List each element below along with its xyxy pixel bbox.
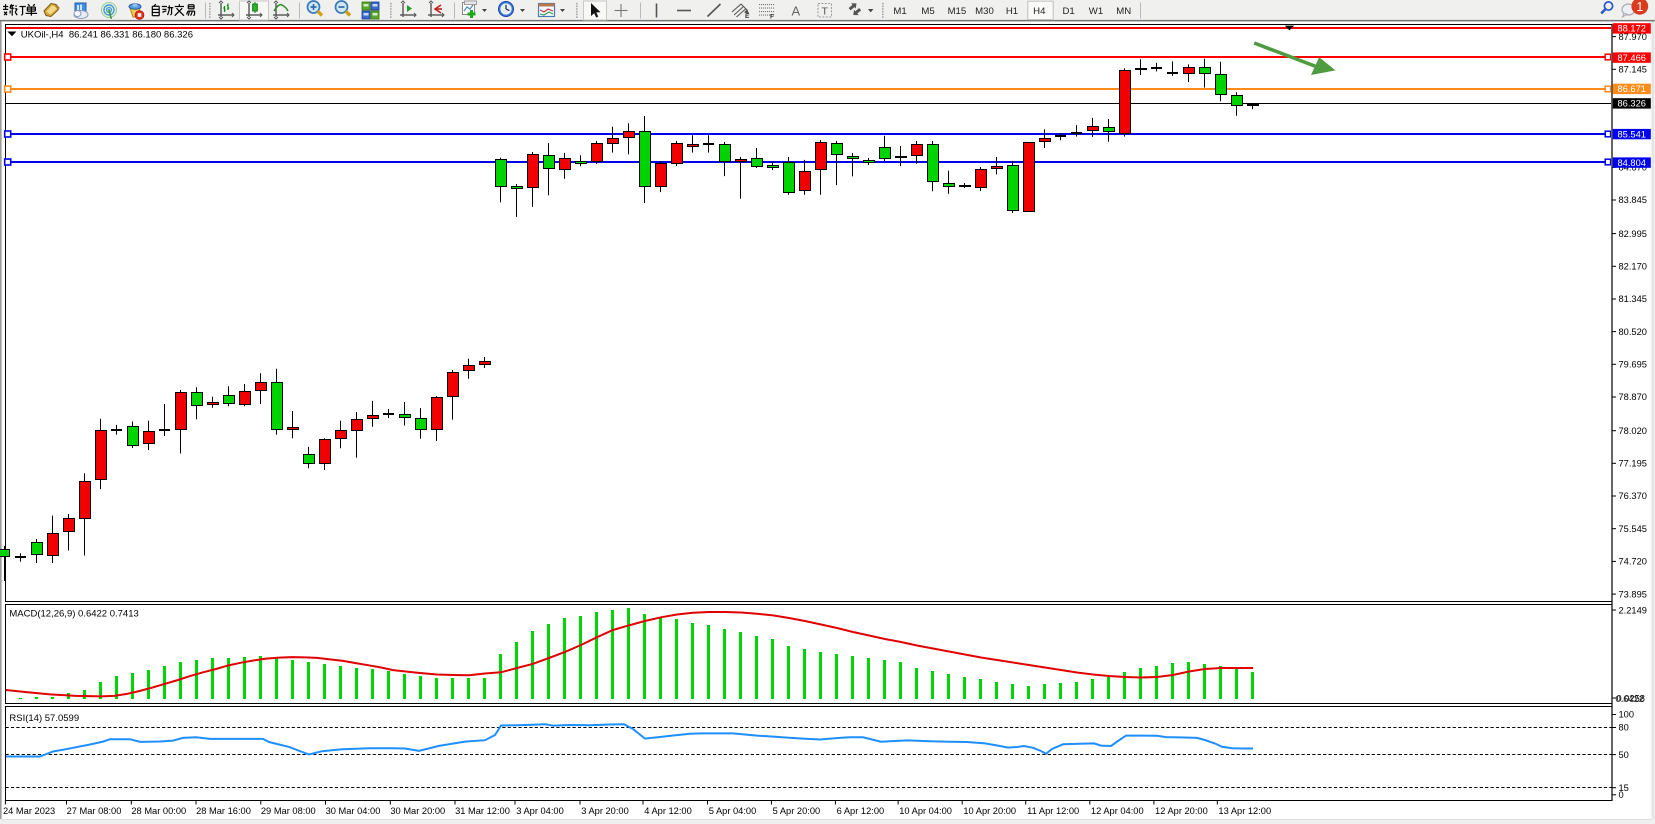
svg-text:77.195: 77.195 — [1619, 459, 1647, 469]
svg-text:24 Mar 2023: 24 Mar 2023 — [3, 806, 55, 816]
svg-text:82.995: 82.995 — [1619, 229, 1647, 239]
svg-text:28 Mar 16:00: 28 Mar 16:00 — [196, 806, 251, 816]
svg-text:31 Mar 12:00: 31 Mar 12:00 — [455, 806, 510, 816]
svg-text:86.671: 86.671 — [1618, 84, 1646, 94]
svg-text:10 Apr 04:00: 10 Apr 04:00 — [899, 806, 952, 816]
svg-text:85.541: 85.541 — [1618, 129, 1646, 139]
svg-text:84.804: 84.804 — [1618, 158, 1646, 168]
svg-text:1: 1 — [1636, 0, 1643, 14]
svg-text:75.545: 75.545 — [1619, 524, 1647, 534]
svg-text:6 Apr 12:00: 6 Apr 12:00 — [837, 806, 885, 816]
svg-text:5 Apr 04:00: 5 Apr 04:00 — [709, 806, 757, 816]
svg-text:79.695: 79.695 — [1619, 360, 1647, 370]
svg-text:27 Mar 08:00: 27 Mar 08:00 — [67, 806, 122, 816]
svg-text:A: A — [792, 4, 801, 19]
svg-text:MN: MN — [1116, 6, 1131, 17]
svg-text:76.370: 76.370 — [1619, 491, 1647, 501]
svg-text:30 Mar 04:00: 30 Mar 04:00 — [326, 806, 381, 816]
svg-text:29 Mar 08:00: 29 Mar 08:00 — [261, 806, 316, 816]
svg-text:13 Apr 12:00: 13 Apr 12:00 — [1218, 806, 1271, 816]
svg-text:78.870: 78.870 — [1619, 392, 1647, 402]
svg-text:M15: M15 — [948, 6, 967, 17]
svg-text:81.345: 81.345 — [1619, 294, 1647, 304]
svg-text:F: F — [770, 14, 774, 21]
svg-text:100: 100 — [1619, 710, 1635, 720]
svg-text:D1: D1 — [1062, 6, 1074, 17]
svg-text:88.172: 88.172 — [1618, 24, 1646, 34]
svg-text:M30: M30 — [975, 6, 994, 17]
svg-text:W1: W1 — [1089, 6, 1103, 17]
svg-text:H4: H4 — [1033, 6, 1046, 17]
svg-text:MACD(12,26,9) 0.6422 0.7413: MACD(12,26,9) 0.6422 0.7413 — [9, 609, 138, 620]
svg-text:H1: H1 — [1006, 6, 1018, 17]
svg-text:RSI(14) 57.0599: RSI(14) 57.0599 — [9, 713, 79, 724]
svg-text:30 Mar 20:00: 30 Mar 20:00 — [390, 806, 445, 816]
svg-text:4 Apr 12:00: 4 Apr 12:00 — [644, 806, 692, 816]
svg-text:T: T — [822, 6, 829, 18]
svg-text:5 Apr 20:00: 5 Apr 20:00 — [773, 806, 821, 816]
svg-text:E: E — [745, 13, 750, 20]
svg-text:87.970: 87.970 — [1619, 32, 1647, 42]
svg-text:12 Apr 20:00: 12 Apr 20:00 — [1155, 806, 1208, 816]
svg-text:80: 80 — [1619, 723, 1629, 733]
svg-text:28 Mar 00:00: 28 Mar 00:00 — [131, 806, 186, 816]
svg-text:M1: M1 — [893, 6, 906, 17]
svg-text:2.2149: 2.2149 — [1619, 605, 1647, 615]
svg-text:11 Apr 12:00: 11 Apr 12:00 — [1027, 806, 1079, 816]
svg-text:3 Apr 04:00: 3 Apr 04:00 — [516, 806, 564, 816]
svg-text:78.020: 78.020 — [1619, 426, 1647, 436]
svg-text:0.0258: 0.0258 — [1617, 693, 1645, 703]
svg-text:87.466: 87.466 — [1618, 53, 1646, 63]
svg-text:50: 50 — [1619, 750, 1629, 760]
svg-text:80.520: 80.520 — [1619, 327, 1647, 337]
svg-text:74.720: 74.720 — [1619, 557, 1647, 567]
svg-text:86.326: 86.326 — [1618, 99, 1646, 109]
svg-text:82.170: 82.170 — [1619, 262, 1647, 272]
svg-text:12 Apr 04:00: 12 Apr 04:00 — [1091, 806, 1144, 816]
svg-text:0: 0 — [1619, 790, 1624, 800]
svg-text:10 Apr 20:00: 10 Apr 20:00 — [963, 806, 1016, 816]
svg-text:3 Apr 20:00: 3 Apr 20:00 — [581, 806, 629, 816]
svg-text:15: 15 — [1619, 783, 1629, 793]
svg-text:83.845: 83.845 — [1619, 195, 1647, 205]
svg-text:0.6422: 0.6422 — [1616, 694, 1644, 704]
svg-text:UKOil-,H4 86.241 86.331 86.18: UKOil-,H4 86.241 86.331 86.180 86.326 — [21, 29, 193, 40]
svg-text:73.895: 73.895 — [1619, 589, 1647, 599]
svg-text:M5: M5 — [921, 6, 934, 17]
svg-text:87.145: 87.145 — [1619, 65, 1647, 75]
